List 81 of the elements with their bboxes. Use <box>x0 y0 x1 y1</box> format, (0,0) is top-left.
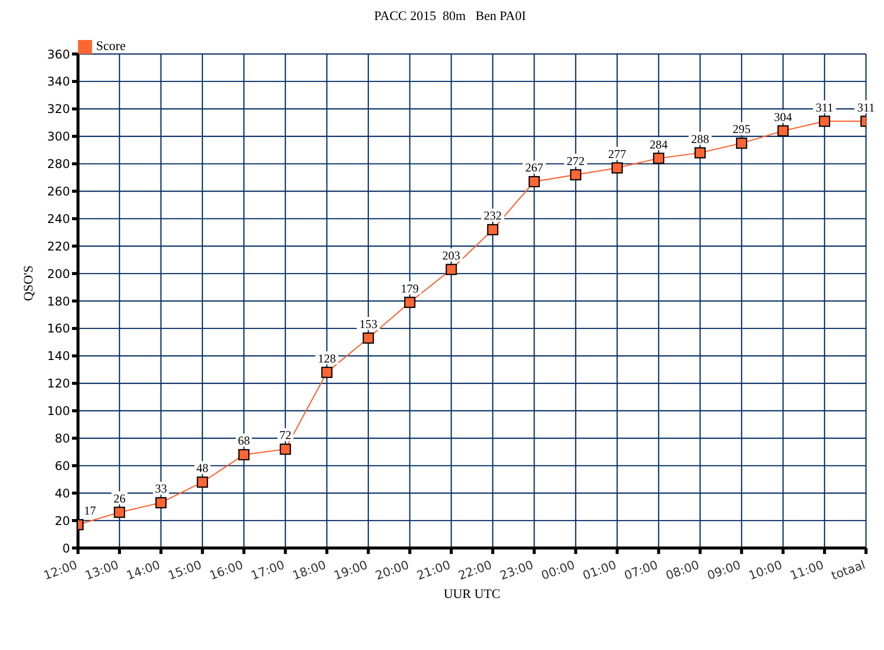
x-tick-label: 01:00 <box>580 558 618 583</box>
x-tick-label: totaal <box>830 558 868 583</box>
point <box>446 264 457 276</box>
point <box>487 224 498 236</box>
x-tick-label: 09:00 <box>705 558 743 583</box>
x-tick-label: 18:00 <box>290 558 328 583</box>
legend-label: Score <box>96 38 126 53</box>
x-tick-label: 11:00 <box>788 558 826 583</box>
y-tick-label: 160 <box>47 322 70 336</box>
y-tick-label: 0 <box>62 541 70 556</box>
point <box>238 449 250 460</box>
point <box>570 169 582 180</box>
x-tick-label: 23:00 <box>498 558 536 583</box>
x-tick-label: 13:00 <box>83 558 120 583</box>
point <box>694 147 706 158</box>
data-label: 179 <box>400 281 419 296</box>
x-tick-label: 19:00 <box>332 558 370 583</box>
point <box>736 138 748 149</box>
data-label: 288 <box>691 132 710 146</box>
point <box>114 506 126 518</box>
y-tick-label: 60 <box>54 458 70 473</box>
y-tick-label: 260 <box>47 184 70 198</box>
data-label: 68 <box>238 434 250 448</box>
y-tick-label: 200 <box>47 266 70 281</box>
point <box>321 366 332 378</box>
data-label: 311 <box>857 100 875 114</box>
data-label: 277 <box>608 146 626 161</box>
y-tick-label: 80 <box>54 431 70 446</box>
data-label: 33 <box>154 482 167 496</box>
x-tick-label: 14:00 <box>124 558 162 583</box>
point <box>528 176 540 188</box>
data-label: 26 <box>113 491 126 506</box>
data-label: 17 <box>84 504 96 518</box>
data-label: 48 <box>196 461 208 476</box>
x-tick-label: 21:00 <box>414 558 452 583</box>
y-tick-label: 180 <box>47 294 70 308</box>
x-tick-label: 10:00 <box>746 558 784 583</box>
x-tick-label: 15:00 <box>166 558 204 583</box>
data-label: 232 <box>484 208 502 223</box>
data-label: 153 <box>359 317 378 332</box>
data-label: 284 <box>650 137 668 152</box>
data-label: 267 <box>525 160 544 175</box>
point <box>196 476 208 488</box>
x-tick-label: 08:00 <box>664 558 702 583</box>
point <box>404 296 416 308</box>
y-tick-label: 280 <box>47 157 70 172</box>
point <box>362 332 374 344</box>
x-axis-title: UUR UTC <box>444 586 500 601</box>
point <box>653 152 664 164</box>
x-tick-label: 07:00 <box>622 558 660 583</box>
data-label: 311 <box>816 100 834 114</box>
y-tick-label: 20 <box>54 514 70 528</box>
x-tick-label: 16:00 <box>208 558 245 583</box>
point <box>155 497 167 508</box>
data-label: 272 <box>566 154 585 168</box>
chart-title: PACC 2015 80m Ben PA0I <box>373 8 527 24</box>
y-tick-label: 140 <box>47 349 70 364</box>
y-tick-label: 40 <box>54 486 70 500</box>
point <box>777 125 789 136</box>
data-label: 295 <box>732 122 751 136</box>
y-tick-label: 360 <box>47 47 70 62</box>
data-label: 304 <box>774 110 792 124</box>
y-tick-label: 320 <box>47 102 70 116</box>
x-tick-label: 12:00 <box>42 558 80 583</box>
y-tick-label: 120 <box>47 376 70 391</box>
x-tick-label: 00:00 <box>539 558 577 583</box>
point <box>818 116 830 127</box>
y-tick-label: 220 <box>47 239 70 254</box>
y-tick-label: 100 <box>47 404 70 418</box>
point <box>280 444 291 455</box>
x-tick-label: 17:00 <box>249 558 286 583</box>
y-tick-label: 340 <box>47 74 70 89</box>
x-tick-label: 22:00 <box>456 558 494 583</box>
data-label: 128 <box>318 351 336 366</box>
y-tick-label: 300 <box>47 130 70 144</box>
y-axis-title: QSO'S <box>20 265 36 302</box>
data-label: 72 <box>279 428 292 442</box>
y-tick-label: 240 <box>47 212 70 226</box>
x-tick-label: 20:00 <box>374 558 411 583</box>
data-label: 203 <box>442 248 460 262</box>
point <box>612 162 623 174</box>
